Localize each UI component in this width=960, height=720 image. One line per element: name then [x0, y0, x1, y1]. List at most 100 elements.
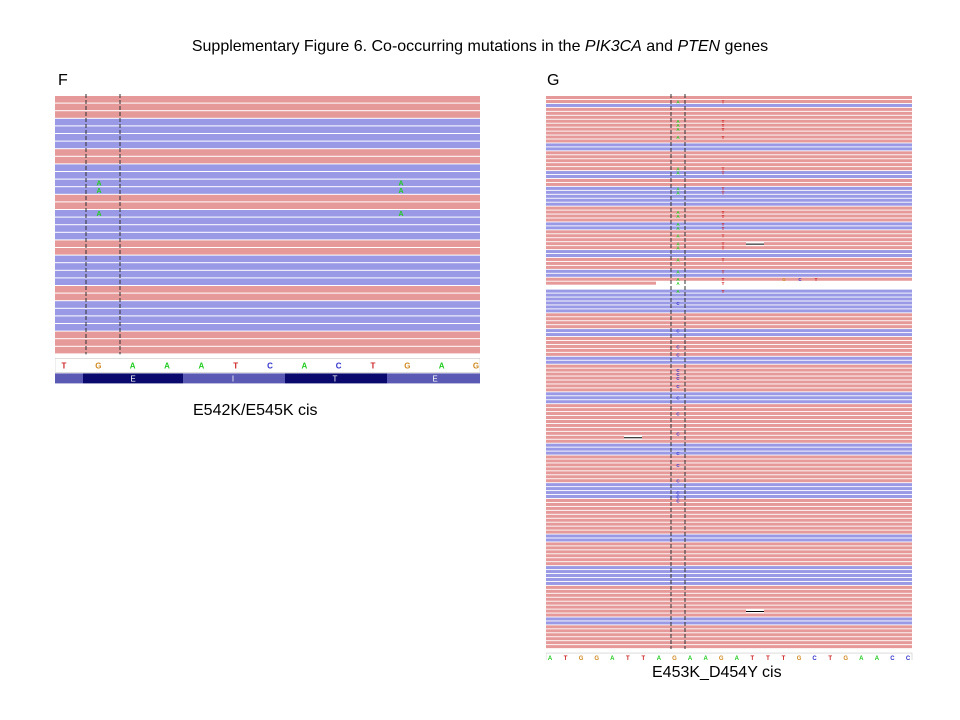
read-row [546, 257, 912, 261]
read-row [546, 372, 912, 376]
codon-segment [55, 373, 83, 384]
variant-base-d454y: T [722, 277, 725, 282]
read-row [55, 164, 480, 171]
variant-base-d454y: T [722, 226, 725, 231]
reference-base: G [473, 361, 479, 370]
codon-segment [285, 373, 387, 384]
read-row [546, 333, 912, 337]
read-row [546, 222, 912, 226]
read-row [546, 348, 912, 352]
variant-base-d454y: T [722, 257, 725, 262]
variant-base-d454y: T [722, 269, 725, 274]
read-row [546, 289, 912, 293]
reference-base: T [626, 656, 630, 660]
read-row [546, 431, 912, 435]
read-row [546, 491, 912, 495]
variant-base-d454y: T [722, 210, 725, 215]
panel-f-caption: E542K/E545K cis [193, 402, 318, 419]
read-row [55, 141, 480, 149]
read-row [55, 331, 480, 339]
read-row [55, 278, 480, 285]
read-row [546, 609, 912, 613]
read-row [546, 313, 912, 317]
read-row [546, 265, 912, 269]
read-row [546, 404, 912, 408]
read-row [546, 605, 912, 609]
variant-base-e545k: A [398, 211, 403, 218]
read-row [55, 240, 480, 247]
read-row [546, 337, 912, 341]
variant-base-c: C [676, 301, 680, 306]
variant-base-c: C [676, 368, 680, 373]
panel-g-caption: E453K_D454Y cis [652, 664, 782, 681]
read-row [546, 593, 912, 597]
read-row [55, 286, 480, 293]
read-row [546, 254, 912, 258]
variant-base-c: C [676, 396, 680, 401]
reference-base: T [751, 656, 755, 660]
read-row [55, 179, 480, 187]
read-row [546, 625, 912, 629]
variant-base-e453k: A [676, 127, 680, 132]
read-row [546, 562, 912, 566]
reference-base: A [688, 656, 693, 660]
variant-base-d454y: T [722, 281, 725, 286]
read-row [546, 554, 912, 558]
variant-base-c: C [676, 329, 680, 334]
read-row [55, 156, 480, 164]
extra-base: C [798, 277, 802, 282]
read-row [546, 281, 656, 285]
read-row [546, 360, 912, 364]
reference-base: T [828, 656, 832, 660]
read-row [546, 226, 912, 230]
amino-acid-label: I [232, 374, 234, 383]
read-row [55, 270, 480, 278]
reference-base: G [95, 361, 101, 370]
read-row [546, 506, 912, 510]
read-row [55, 255, 480, 263]
variant-base-c: C [676, 494, 680, 499]
read-row [55, 225, 480, 232]
read-row [546, 538, 912, 542]
codon-segment [387, 373, 480, 384]
variant-base-e453k: A [676, 222, 680, 227]
read-row [546, 352, 912, 356]
variant-base-d454y: T [722, 242, 725, 247]
read-row [546, 447, 912, 451]
variant-base-e453k: A [676, 281, 680, 286]
read-row [546, 376, 912, 380]
read-row [546, 518, 912, 522]
reference-base: A [439, 361, 445, 370]
read-row [546, 530, 912, 534]
read-row [546, 325, 912, 329]
read-row [546, 637, 912, 641]
read-row [55, 346, 480, 354]
read-row [546, 198, 912, 202]
read-row [546, 167, 912, 171]
read-row [546, 467, 912, 471]
reference-base: G [843, 656, 848, 660]
read-row [546, 210, 912, 214]
read-row [546, 143, 912, 147]
reference-base: A [859, 656, 864, 660]
reference-base: G [594, 656, 599, 660]
read-row [55, 210, 480, 217]
read-row [546, 277, 912, 281]
reference-base: A [548, 656, 553, 660]
read-row [546, 483, 912, 487]
reference-base: A [703, 656, 708, 660]
read-row [546, 546, 912, 550]
read-row [546, 380, 912, 384]
read-row [546, 340, 912, 344]
reference-base: C [812, 656, 817, 660]
read-row [55, 103, 480, 111]
variant-base-e453k: A [676, 123, 680, 128]
variant-base-e453k: A [676, 99, 680, 104]
read-row [55, 293, 480, 301]
read-row [546, 645, 912, 649]
variant-base-d454y: T [722, 246, 725, 251]
read-row [546, 617, 912, 621]
amino-acid-label: T [333, 374, 338, 383]
read-row [546, 443, 912, 447]
read-row [546, 510, 912, 514]
